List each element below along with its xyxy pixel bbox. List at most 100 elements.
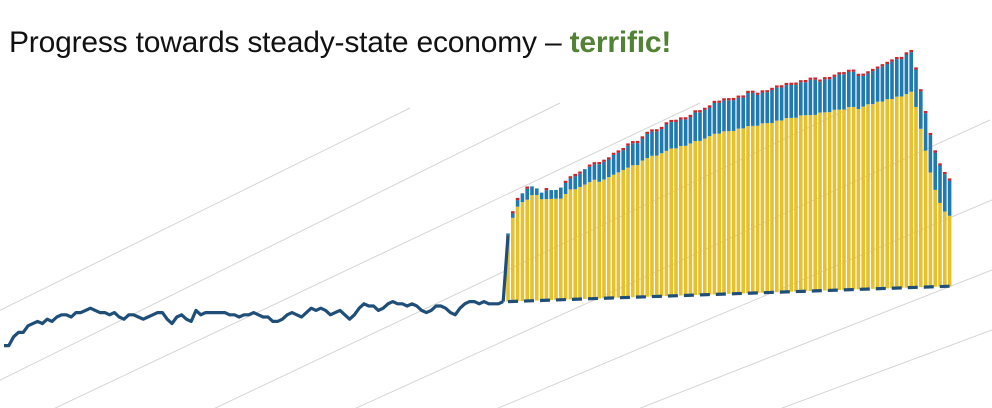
projection-bar-group: [712, 100, 717, 295]
red-bar: [909, 49, 913, 53]
projection-bar-group: [914, 67, 918, 288]
diagonal-gridline-5: [497, 199, 992, 408]
yellow-bar: [664, 150, 669, 297]
yellow-bar: [751, 125, 755, 294]
yellow-bar: [938, 202, 942, 287]
projection-bar-group: [832, 74, 837, 291]
history-projection-join: [501, 235, 510, 302]
blue-bar: [794, 84, 798, 118]
yellow-bar: [573, 189, 577, 300]
red-bar: [832, 74, 837, 77]
yellow-bar: [803, 115, 808, 292]
yellow-bar: [549, 198, 553, 301]
yellow-bar: [794, 117, 798, 292]
yellow-bar: [775, 120, 779, 293]
projection-bar-group: [631, 141, 635, 298]
blue-bar: [563, 182, 568, 194]
blue-bar: [674, 121, 678, 149]
projection-bar-group: [717, 100, 721, 295]
red-bar: [722, 98, 726, 101]
projection-bar-group: [731, 97, 736, 294]
yellow-bar: [626, 167, 630, 298]
blue-bar: [592, 164, 597, 180]
projection-bar-group: [674, 119, 678, 296]
yellow-bar: [592, 179, 597, 299]
projection-bar-group: [693, 110, 697, 296]
blue-bar: [659, 129, 664, 154]
projection-bar-group: [818, 79, 822, 291]
blue-bar: [683, 119, 688, 146]
red-bar: [818, 79, 822, 82]
red-bar: [736, 95, 741, 98]
diagonal-gridline-0: [0, 107, 411, 311]
blue-bar: [559, 187, 563, 199]
yellow-bar: [746, 126, 750, 294]
red-bar: [794, 82, 798, 85]
red-bar: [707, 105, 712, 108]
projection-bar-group: [554, 189, 558, 300]
blue-bar: [688, 117, 693, 144]
yellow-bar: [559, 198, 563, 300]
projection-bar-group: [919, 89, 923, 288]
red-bar: [597, 162, 601, 165]
yellow-bar: [943, 211, 947, 287]
blue-bar: [818, 81, 822, 113]
red-bar: [947, 178, 952, 181]
red-bar: [655, 129, 659, 132]
red-bar: [631, 141, 635, 144]
blue-bar: [549, 190, 553, 199]
projection-bar-group: [664, 122, 669, 297]
yellow-bar: [899, 96, 904, 288]
yellow-bar: [808, 115, 813, 292]
red-bar: [688, 114, 693, 118]
projection-bar-group: [597, 162, 601, 299]
blue-bar: [784, 85, 789, 119]
yellow-bar: [712, 133, 717, 295]
yellow-bar: [837, 109, 841, 291]
projection-bar-group: [943, 171, 947, 287]
blue-bar: [722, 100, 726, 132]
blue-bar: [947, 180, 952, 216]
yellow-bar: [655, 155, 659, 297]
yellow-bar: [703, 138, 707, 295]
red-bar: [847, 69, 851, 72]
blue-bar: [938, 165, 942, 203]
yellow-bar: [631, 165, 635, 298]
yellow-bar: [851, 106, 856, 290]
projection-bar-group: [736, 95, 741, 294]
blue-bar: [554, 189, 558, 199]
projection-bar-group: [947, 178, 952, 287]
yellow-bar: [621, 169, 625, 298]
yellow-bar: [688, 143, 693, 296]
red-bar: [751, 90, 755, 93]
chart-title-highlight: terrific!: [569, 26, 672, 59]
yellow-bar: [875, 101, 880, 289]
red-bar: [626, 143, 630, 146]
red-bar: [895, 57, 899, 60]
projection-bar-group: [707, 105, 712, 295]
projection-bar-group: [938, 163, 942, 287]
yellow-bar: [717, 133, 721, 295]
red-bar: [645, 131, 649, 134]
projection-bar-group: [722, 98, 726, 295]
blue-bar: [736, 97, 741, 129]
red-bar: [563, 180, 568, 183]
yellow-bar: [515, 206, 520, 302]
blue-bar: [890, 61, 894, 100]
yellow-bar: [779, 120, 784, 293]
projection-bar-group: [803, 80, 808, 292]
blue-bar: [851, 71, 856, 107]
yellow-bar: [871, 104, 875, 289]
blue-bar: [871, 71, 875, 105]
yellow-bar: [583, 184, 587, 299]
yellow-bar: [861, 106, 865, 290]
blue-bar: [847, 71, 851, 108]
red-bar: [717, 100, 721, 103]
red-bar: [866, 71, 870, 74]
yellow-bar: [693, 141, 697, 296]
blue-bar: [779, 87, 784, 121]
projection-bar-group: [827, 76, 832, 291]
red-bar: [928, 132, 933, 136]
projection-bar-group: [842, 72, 846, 290]
